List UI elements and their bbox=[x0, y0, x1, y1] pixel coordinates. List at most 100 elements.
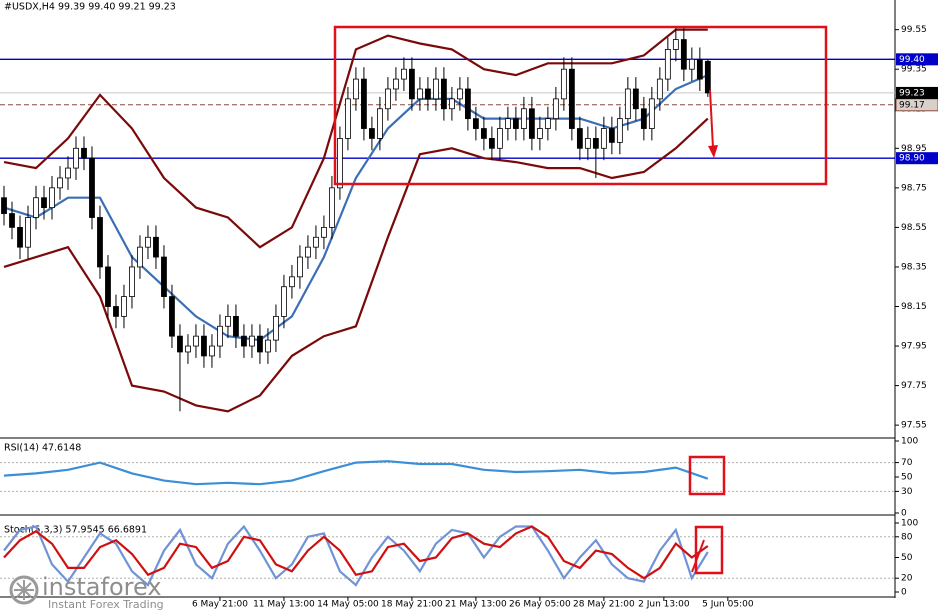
candle-body bbox=[584, 138, 591, 149]
candle-body bbox=[41, 197, 47, 209]
series-line bbox=[3, 460, 709, 486]
candle-body bbox=[544, 118, 551, 129]
candle-body bbox=[249, 335, 255, 347]
x-tick-label: 18 May 21:00 bbox=[381, 600, 443, 610]
series-line bbox=[3, 117, 709, 413]
candle-body bbox=[664, 49, 671, 80]
candle-body bbox=[608, 128, 615, 143]
series-line bbox=[3, 28, 708, 249]
candle-body bbox=[265, 339, 271, 353]
candle-body bbox=[488, 138, 495, 149]
x-tick-label: 6 May 21:00 bbox=[192, 600, 248, 610]
candle-body bbox=[33, 197, 39, 218]
candle-body bbox=[313, 236, 319, 248]
x-tick-label: 2 Jun 13:00 bbox=[638, 600, 690, 610]
candle-body bbox=[496, 128, 503, 149]
candle-body bbox=[1, 197, 7, 214]
candle-body bbox=[656, 78, 663, 100]
y-tick-label: 98.55 bbox=[901, 223, 927, 233]
y-tick-label: 30 bbox=[901, 487, 913, 497]
candle-body bbox=[520, 108, 527, 129]
candle-body bbox=[241, 335, 247, 347]
y-tick-label: 50 bbox=[901, 553, 913, 563]
candle-body bbox=[472, 118, 479, 129]
candle-body bbox=[121, 296, 127, 317]
y-tick-label: 0 bbox=[901, 588, 907, 598]
annotation-box bbox=[688, 455, 726, 496]
series-line bbox=[3, 525, 709, 580]
candle-body bbox=[536, 128, 543, 139]
y-tick-label: 20 bbox=[901, 574, 913, 584]
candle-body bbox=[305, 246, 311, 258]
candle-body bbox=[337, 138, 343, 189]
candle-body bbox=[448, 98, 455, 110]
candle-body bbox=[480, 128, 487, 139]
panel-title: #USDX,H4 99.39 99.40 99.21 99.23 bbox=[4, 2, 176, 13]
y-tick-label: 100 bbox=[901, 519, 918, 529]
candle-body bbox=[576, 128, 583, 149]
candle-body bbox=[441, 78, 447, 110]
candle-body bbox=[281, 286, 287, 317]
candle-body bbox=[89, 157, 95, 218]
candle-body bbox=[592, 138, 599, 149]
candle-body bbox=[688, 58, 695, 70]
y-tick-label: 99.35 bbox=[901, 65, 927, 75]
candle-body bbox=[113, 306, 119, 317]
candle-body bbox=[560, 68, 567, 100]
candle-body bbox=[169, 296, 175, 337]
candle-body bbox=[401, 68, 407, 80]
y-tick-label: 98.95 bbox=[901, 144, 927, 154]
candle-body bbox=[552, 98, 559, 120]
logo-brand: instaforex bbox=[42, 573, 162, 601]
y-tick-label: 100 bbox=[901, 437, 918, 447]
candle-body bbox=[177, 335, 183, 353]
y-tick-label: 98.15 bbox=[901, 302, 927, 312]
candle-body bbox=[528, 108, 535, 139]
annotation-arrow bbox=[691, 539, 705, 573]
annotation-box bbox=[694, 525, 724, 575]
logo-icon bbox=[14, 580, 34, 600]
candle-body bbox=[257, 335, 263, 353]
y-tick-label: 97.95 bbox=[901, 342, 927, 352]
candle-body bbox=[193, 335, 199, 347]
annotation-box bbox=[333, 25, 828, 186]
candle-body bbox=[129, 266, 135, 298]
candle-body bbox=[273, 315, 279, 341]
candle-body bbox=[616, 118, 623, 143]
y-tick-label: 97.75 bbox=[901, 381, 927, 391]
candle-body bbox=[201, 335, 207, 357]
candle-body bbox=[672, 39, 679, 50]
candle-body bbox=[385, 88, 391, 110]
candle-body bbox=[696, 58, 703, 80]
logo-icon bbox=[9, 575, 39, 605]
candle-body bbox=[57, 177, 63, 189]
candle-body bbox=[25, 217, 31, 248]
price-line-label: 99.17 bbox=[899, 100, 925, 110]
panel-title: Stoch(5,3,3) 57.9545 66.6891 bbox=[4, 525, 147, 536]
candle-body bbox=[209, 345, 215, 357]
candle-body bbox=[105, 266, 111, 307]
candle-body bbox=[409, 68, 415, 100]
x-tick-label: 14 May 05:00 bbox=[317, 600, 379, 610]
current-price-label-bg bbox=[896, 86, 938, 99]
level-label-bg bbox=[896, 152, 938, 165]
candle-body bbox=[377, 108, 383, 139]
candle-body bbox=[185, 345, 191, 353]
y-tick-label: 80 bbox=[901, 532, 913, 542]
candle-body bbox=[217, 325, 223, 347]
candle-body bbox=[353, 78, 359, 100]
candle-body bbox=[233, 315, 239, 337]
candle-body bbox=[297, 256, 303, 278]
y-tick-label: 50 bbox=[901, 473, 913, 483]
logo: instaforex Instant Forex Trading bbox=[9, 573, 164, 611]
candle-body bbox=[73, 147, 79, 169]
candle-body bbox=[568, 68, 575, 129]
candle-body bbox=[600, 128, 607, 149]
level-label: 98.90 bbox=[899, 154, 925, 164]
candle-body bbox=[369, 128, 375, 139]
x-tick-label: 11 May 13:00 bbox=[253, 600, 315, 610]
y-tick-label: 97.55 bbox=[901, 421, 927, 431]
current-price-label: 99.23 bbox=[899, 88, 925, 98]
candle-body bbox=[97, 217, 103, 268]
